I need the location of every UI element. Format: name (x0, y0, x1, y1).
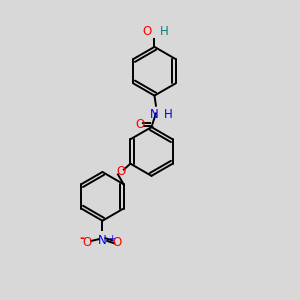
Text: N: N (150, 108, 159, 121)
Text: +: + (108, 234, 115, 243)
Text: H: H (164, 108, 172, 121)
Text: O: O (143, 25, 152, 38)
Text: -: - (79, 232, 84, 245)
Text: O: O (113, 236, 122, 249)
Text: O: O (82, 236, 91, 249)
Text: O: O (135, 118, 145, 130)
Text: N: N (98, 234, 107, 247)
Text: H: H (160, 25, 169, 38)
Text: O: O (116, 166, 125, 178)
